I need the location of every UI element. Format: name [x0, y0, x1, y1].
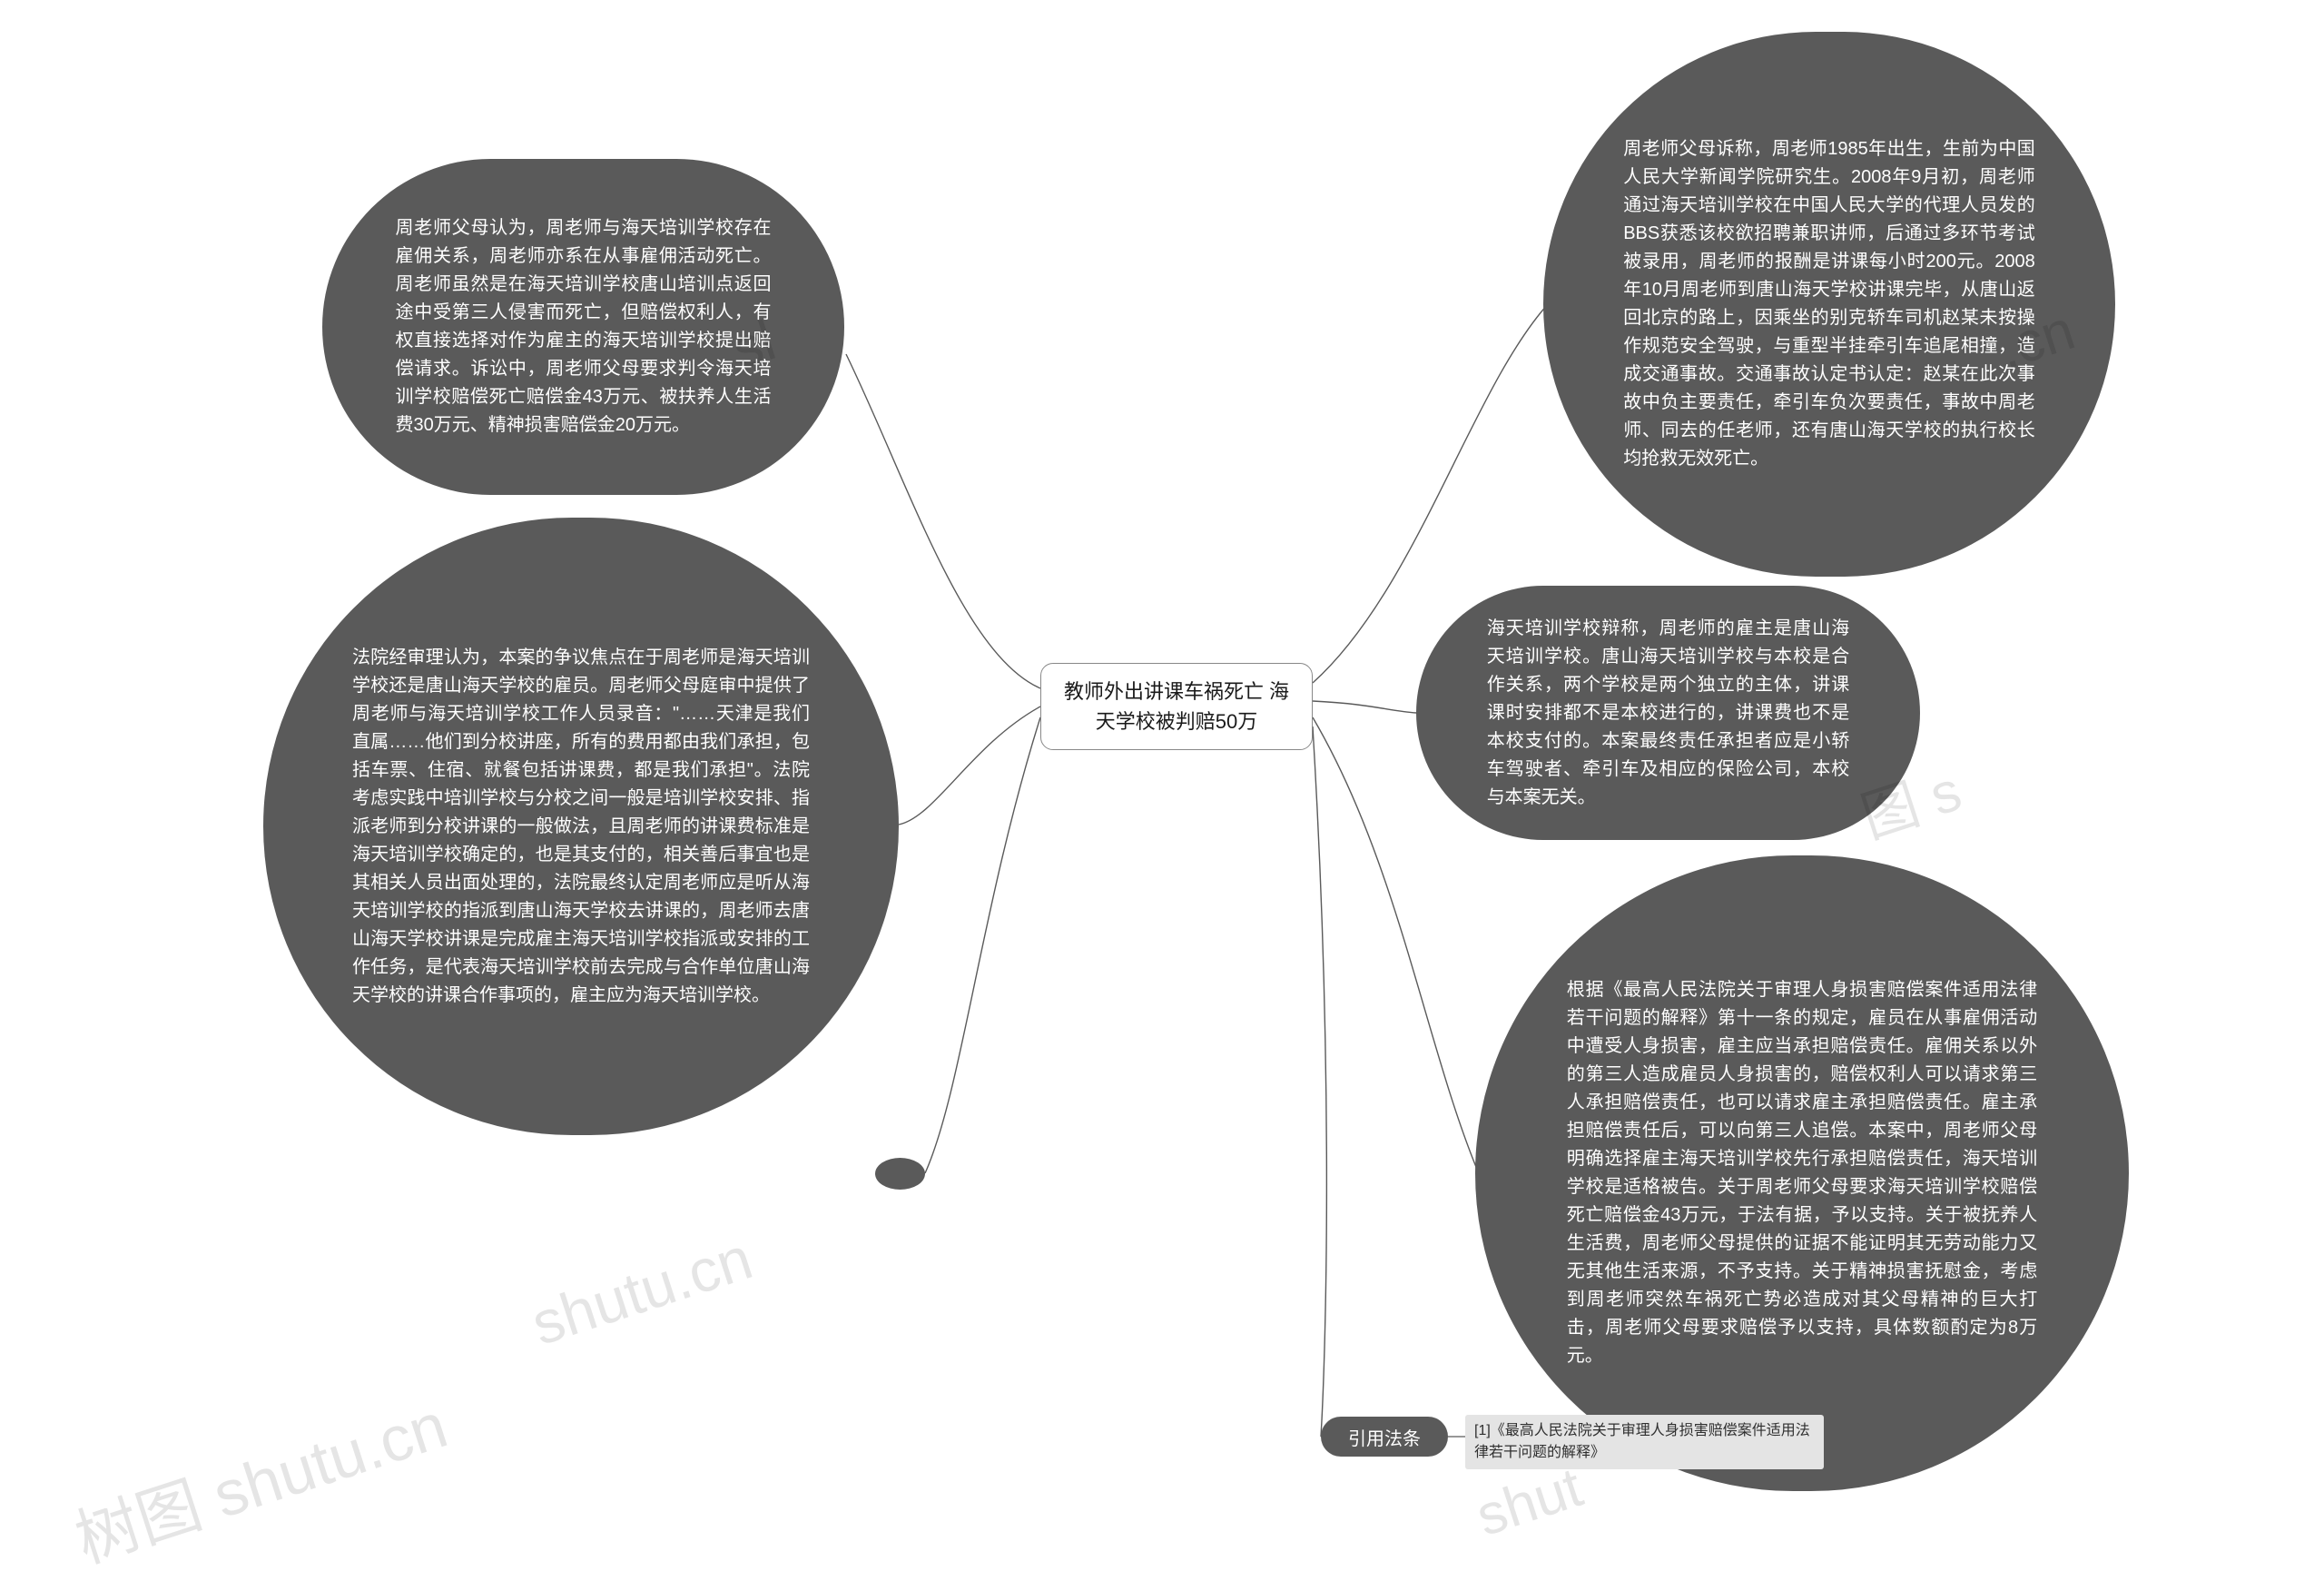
citation-label-text: 引用法条 — [1348, 1424, 1421, 1450]
node-defense-text: 海天培训学校辩称，周老师的雇主是唐山海天培训学校。唐山海天培训学校与本校是合作关… — [1416, 615, 1920, 812]
center-topic-text: 教师外出讲课车祸死亡 海天学校被判赔50万 — [1061, 677, 1292, 736]
node-citation-detail: [1]《最高人民法院关于审理人身损害赔偿案件适用法律若干问题的解释》 — [1465, 1415, 1824, 1469]
node-parents-claim: 周老师父母认为，周老师与海天培训学校存在雇佣关系，周老师亦系在从事雇佣活动死亡。… — [322, 159, 844, 495]
node-citation-label: 引用法条 — [1321, 1417, 1448, 1457]
center-topic: 教师外出讲课车祸死亡 海天学校被判赔50万 — [1040, 663, 1313, 750]
node-facts: 周老师父母诉称，周老师1985年出生，生前为中国人民大学新闻学院研究生。2008… — [1543, 32, 2115, 577]
node-court-analysis: 法院经审理认为，本案的争议焦点在于周老师是海天培训学校还是唐山海天学校的雇员。周… — [263, 518, 899, 1135]
citation-detail-text: [1]《最高人民法院关于审理人身损害赔偿案件适用法律若干问题的解释》 — [1474, 1423, 1810, 1460]
node-judgment: 根据《最高人民法院关于审理人身损害赔偿案件适用法律若干问题的解释》第十一条的规定… — [1475, 855, 2129, 1491]
node-defense: 海天培训学校辩称，周老师的雇主是唐山海天培训学校。唐山海天培训学校与本校是合作关… — [1416, 586, 1920, 840]
node-court-analysis-text: 法院经审理认为，本案的争议焦点在于周老师是海天培训学校还是唐山海天学校的雇员。周… — [263, 644, 899, 1010]
watermark: shutu.cn — [524, 1223, 761, 1359]
node-facts-text: 周老师父母诉称，周老师1985年出生，生前为中国人民大学新闻学院研究生。2008… — [1543, 135, 2115, 473]
node-judgment-text: 根据《最高人民法院关于审理人身损害赔偿案件适用法律若干问题的解释》第十一条的规定… — [1475, 976, 2129, 1370]
node-parents-claim-text: 周老师父母认为，周老师与海天培训学校存在雇佣关系，周老师亦系在从事雇佣活动死亡。… — [322, 214, 844, 440]
stub-node — [875, 1158, 925, 1190]
watermark: 树图 shutu.cn — [63, 1375, 458, 1581]
